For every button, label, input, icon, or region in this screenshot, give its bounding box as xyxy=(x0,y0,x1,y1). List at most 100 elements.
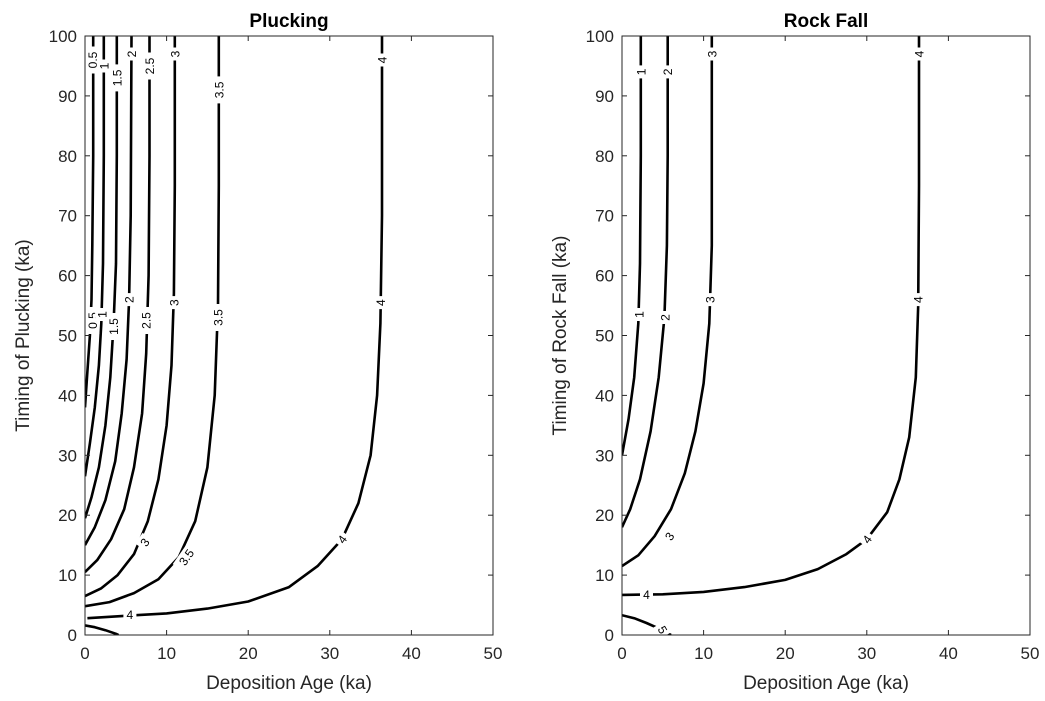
contour-label: 4 xyxy=(912,47,927,61)
contour-label-text: 1.5 xyxy=(110,69,124,86)
y-tick-label: 20 xyxy=(58,506,77,525)
contour-label-text: 4 xyxy=(374,299,388,306)
contour-label: 3 xyxy=(703,293,718,307)
x-tick-label: 20 xyxy=(776,644,795,663)
y-tick-label: 100 xyxy=(49,27,77,46)
contour-line-2 xyxy=(85,36,133,546)
contour-label: 4 xyxy=(332,529,352,549)
contour-line-1 xyxy=(622,36,643,456)
contour-label-text: 2.5 xyxy=(140,312,154,329)
y-tick-label: 20 xyxy=(595,506,614,525)
contour-label: 3 xyxy=(135,532,155,552)
x-tick-label: 30 xyxy=(320,644,339,663)
contour-label-text: 3 xyxy=(168,50,182,57)
y-tick-label: 80 xyxy=(595,147,614,166)
contour-line-3 xyxy=(622,36,714,568)
x-tick-label: 10 xyxy=(157,644,176,663)
contour-label: 0.5 xyxy=(85,46,100,74)
contour-line-1-5 xyxy=(85,36,119,519)
contour-label-text: 3 xyxy=(705,50,719,57)
y-axis-label: Timing of Rock Fall (ka) xyxy=(550,236,571,436)
x-tick-label: 20 xyxy=(239,644,258,663)
contour-label-text: 1.5 xyxy=(107,318,121,335)
x-axis-label: Deposition Age (ka) xyxy=(206,673,372,694)
contour-line-1 xyxy=(85,36,106,477)
contour-label: 1.5 xyxy=(106,313,121,340)
y-tick-label: 40 xyxy=(58,386,77,405)
contour-label-text: 3 xyxy=(167,299,181,306)
contour-label-text: 1 xyxy=(633,311,647,318)
y-tick-label: 50 xyxy=(595,327,614,346)
contour-label-text: 2 xyxy=(659,314,673,321)
contour-label: 1 xyxy=(95,308,110,321)
contour-label-text: 4 xyxy=(913,50,927,57)
contour-label-text: 3.5 xyxy=(212,309,226,326)
y-tick-label: 90 xyxy=(58,87,77,106)
contour-label: 4 xyxy=(123,607,137,622)
contour-label-text: 4 xyxy=(643,588,650,602)
contour-label: 5 xyxy=(653,620,673,639)
contour-label-text: 2 xyxy=(125,50,139,57)
contour-line-2-5 xyxy=(85,36,151,574)
y-tick-label: 50 xyxy=(58,327,77,346)
contour-label-text: 4 xyxy=(376,56,390,63)
y-tick-label: 80 xyxy=(58,147,77,166)
y-tick-label: 30 xyxy=(595,446,614,465)
y-tick-label: 100 xyxy=(586,27,614,46)
y-tick-label: 90 xyxy=(595,87,614,106)
contour-label: 2 xyxy=(658,311,673,324)
x-axis-label: Deposition Age (ka) xyxy=(743,673,909,694)
contour-label-text: 3 xyxy=(704,296,718,303)
chart-title: Rock Fall xyxy=(784,11,868,32)
contour-line-3-5 xyxy=(85,36,221,608)
contour-label: 3.5 xyxy=(172,542,200,573)
contour-label: 3 xyxy=(659,526,679,546)
x-tick-label: 50 xyxy=(484,644,503,663)
y-tick-label: 60 xyxy=(58,267,77,286)
contour-label: 1.5 xyxy=(109,64,124,92)
contour-line-2 xyxy=(622,36,669,528)
contour-label: 3 xyxy=(166,296,181,310)
y-tick-label: 70 xyxy=(58,207,77,226)
contour-label: 4 xyxy=(375,53,390,67)
contour-lines xyxy=(622,36,921,635)
x-tick-label: 30 xyxy=(857,644,876,663)
y-tick-label: 70 xyxy=(595,207,614,226)
y-tick-label: 0 xyxy=(605,626,614,645)
x-tick-label: 40 xyxy=(939,644,958,663)
contour-line-3 xyxy=(85,36,177,598)
contour-label: 1 xyxy=(632,308,647,321)
chart-title: Plucking xyxy=(249,11,328,32)
y-tick-label: 0 xyxy=(68,626,77,645)
y-tick-label: 30 xyxy=(58,446,77,465)
axes-box xyxy=(621,35,1031,636)
contour-label: 2 xyxy=(124,47,139,61)
contour-line-4 xyxy=(87,36,384,620)
x-tick-label: 0 xyxy=(617,644,626,663)
contour-label-text: 1 xyxy=(96,311,110,318)
contour-label-text: 1 xyxy=(634,68,648,75)
contour-label-text: 4 xyxy=(127,608,134,622)
contour-label: 3.5 xyxy=(211,76,226,104)
contour-label-text: 2 xyxy=(123,296,137,303)
contour-label-text: 2 xyxy=(661,68,675,75)
contour-lines xyxy=(85,36,384,635)
contour-label-text: 2.5 xyxy=(143,57,157,74)
contour-label: 2 xyxy=(122,293,137,307)
x-tick-label: 50 xyxy=(1021,644,1040,663)
x-tick-label: 10 xyxy=(694,644,713,663)
y-tick-label: 60 xyxy=(595,267,614,286)
contour-label: 1 xyxy=(96,59,111,73)
contour-line-0-5 xyxy=(85,36,95,408)
y-tick-label: 40 xyxy=(595,386,614,405)
contour-label: 3 xyxy=(704,47,719,61)
contour-label: 4 xyxy=(640,587,653,602)
y-tick-label: 10 xyxy=(58,566,77,585)
contour-label: 3 xyxy=(167,47,182,61)
contour-label: 2.5 xyxy=(139,307,154,334)
contour-line-unlabeled xyxy=(85,624,120,635)
y-axis-label: Timing of Plucking (ka) xyxy=(13,239,34,432)
contour-label: 2 xyxy=(660,65,675,79)
